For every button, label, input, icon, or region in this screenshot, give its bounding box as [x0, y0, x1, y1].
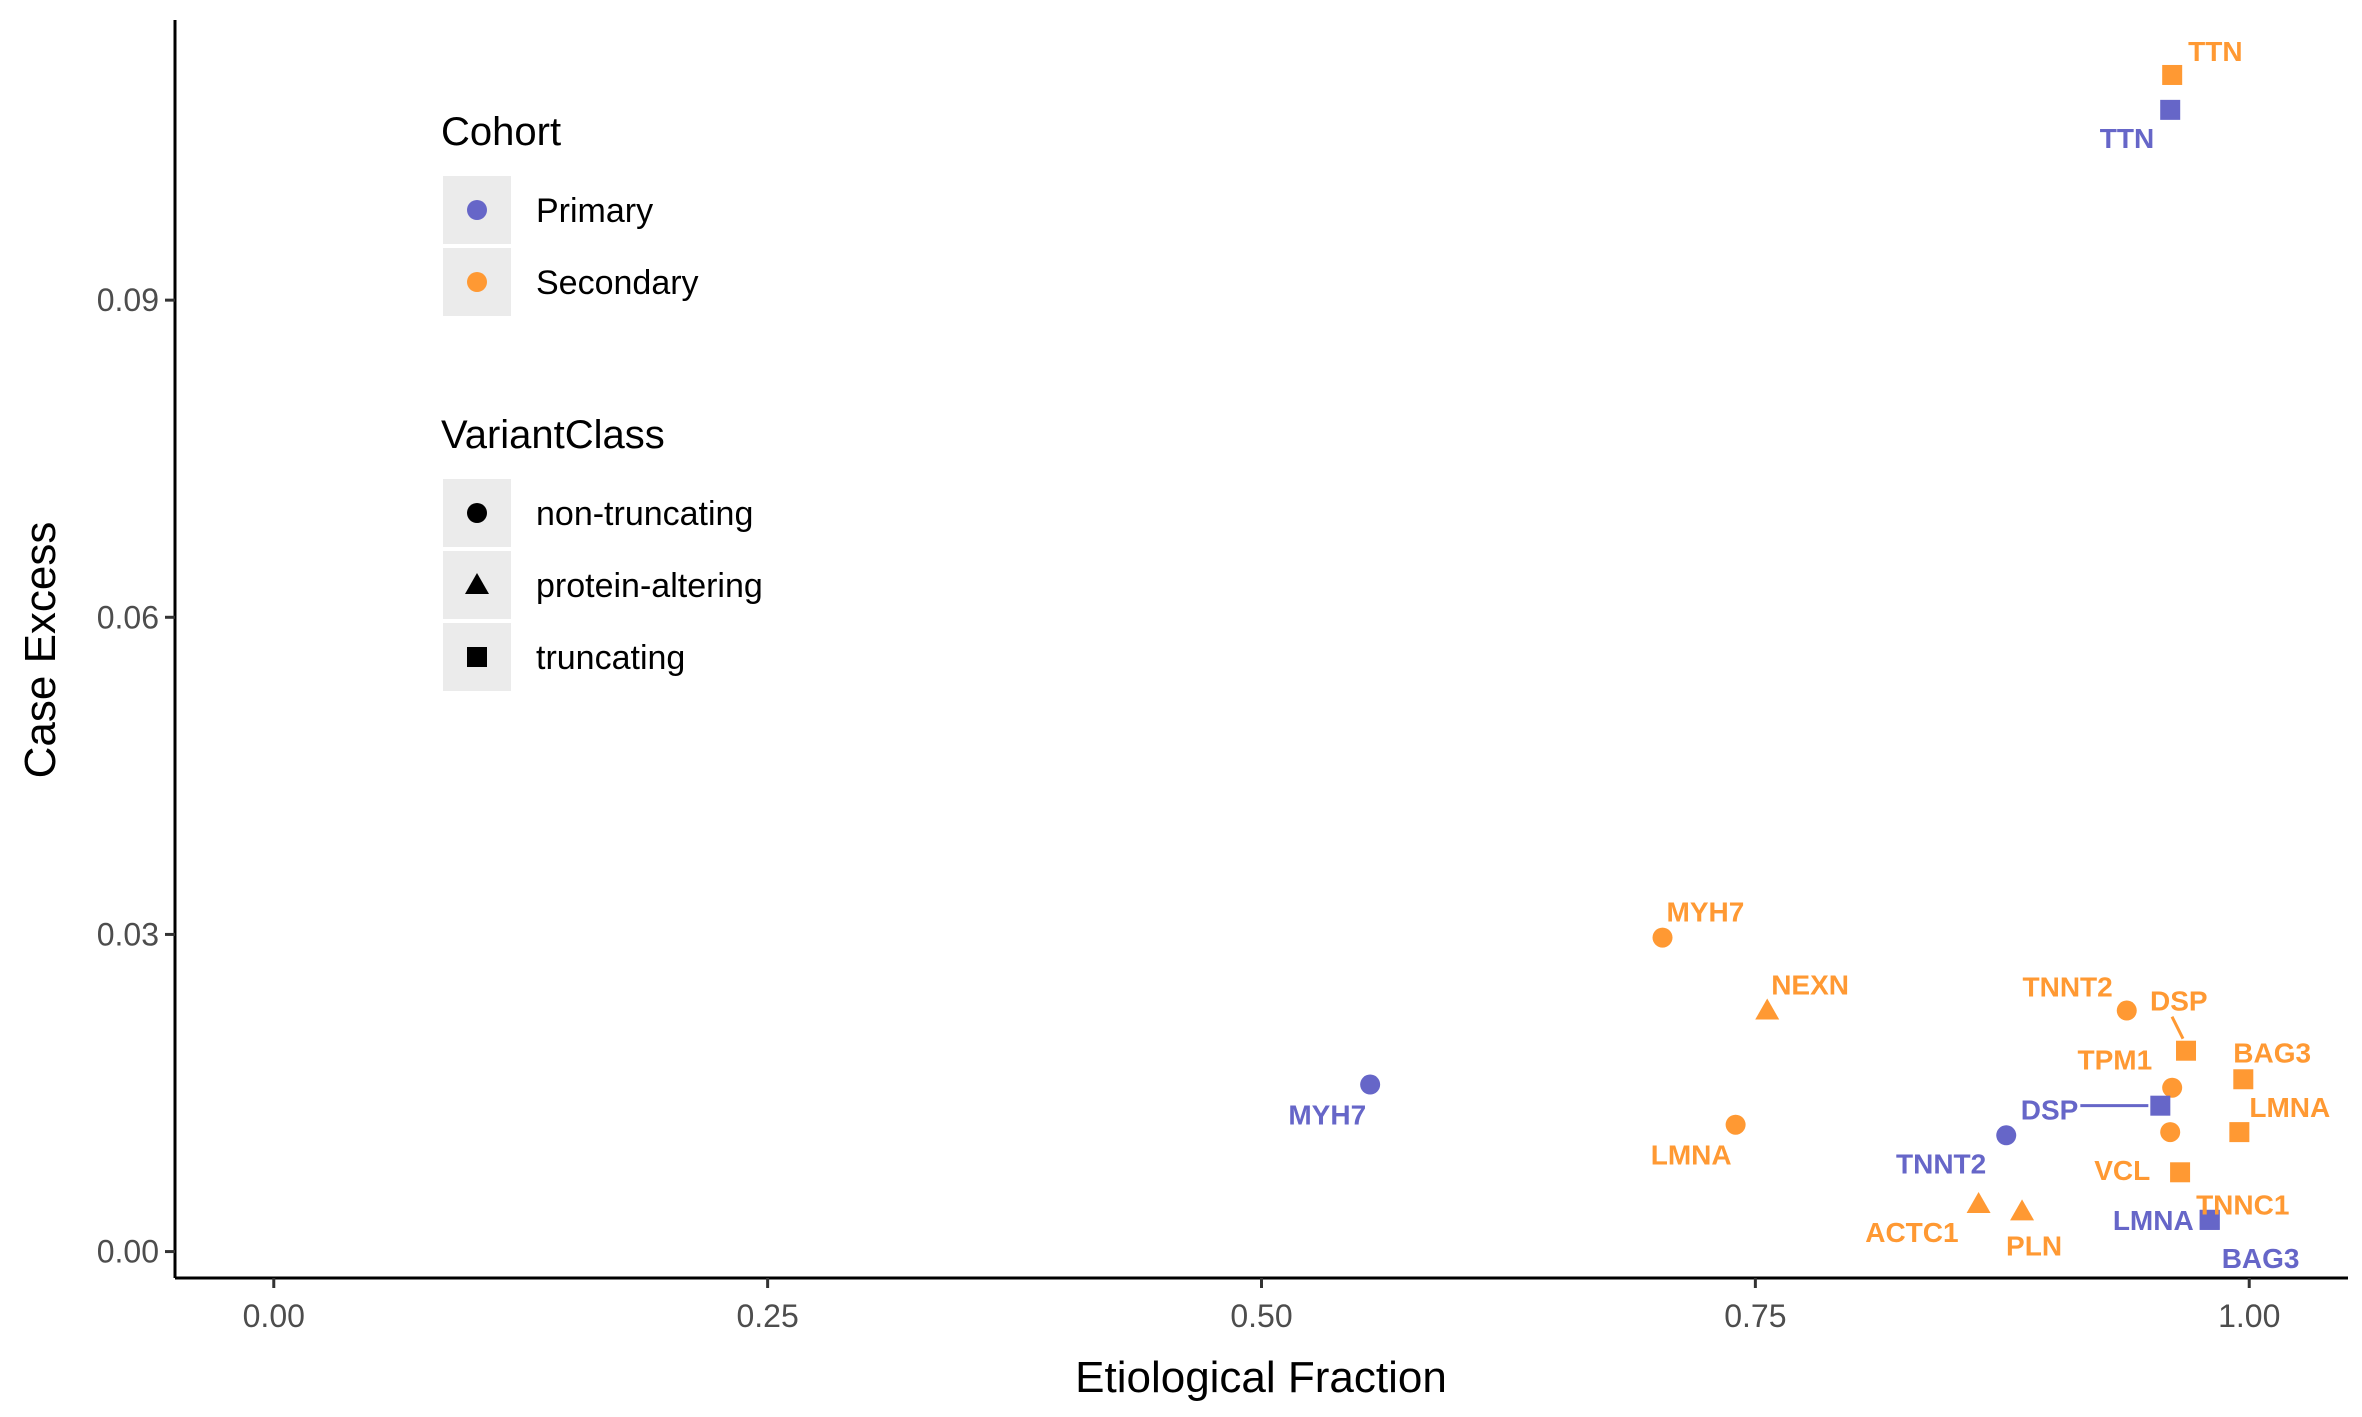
- y-tick-label: 0.09: [97, 282, 159, 318]
- point-lmna-secondary: [1725, 1114, 1746, 1135]
- point-bag3-secondary: [2233, 1069, 2254, 1090]
- point-tnnt2-primary: [1996, 1125, 2017, 1146]
- label-tnnc1-secondary: TNNC1: [2196, 1189, 2289, 1220]
- label-lmna-secondary: LMNA: [1651, 1140, 1732, 1171]
- label-dsp-secondary: DSP: [2150, 986, 2208, 1017]
- x-axis-title: Etiological Fraction: [1075, 1353, 1447, 1402]
- legend-key-secondary: [467, 272, 487, 292]
- point-tnnc1-secondary: [2170, 1162, 2191, 1183]
- point-ttn-primary: [2160, 99, 2181, 120]
- label-vcl-secondary: VCL: [2094, 1155, 2150, 1186]
- legend-label-protein-altering: protein-altering: [536, 567, 763, 605]
- label-actc1-secondary: ACTC1: [1865, 1217, 1958, 1248]
- label-myh7-secondary: MYH7: [1667, 897, 1745, 928]
- y-axis-title: Case Excess: [16, 522, 65, 779]
- leader-line-dsp-secondary: [2170, 1016, 2185, 1040]
- label-lmna-secondary: LMNA: [2249, 1092, 2330, 1123]
- point-tnnt2-secondary: [2116, 1000, 2137, 1021]
- label-pln-secondary: PLN: [2006, 1230, 2062, 1261]
- point-tpm1-secondary: [2162, 1077, 2183, 1098]
- legend-label-non-truncating: non-truncating: [536, 495, 753, 533]
- point-actc1-secondary: [1966, 1192, 1991, 1213]
- point-myh7-primary: [1360, 1074, 1381, 1095]
- legend-key-truncating: [467, 647, 487, 667]
- label-dsp-primary: DSP: [2021, 1095, 2079, 1126]
- point-ttn-secondary: [2162, 64, 2183, 85]
- label-myh7-primary: MYH7: [1288, 1100, 1366, 1131]
- label-tpm1-secondary: TPM1: [2077, 1045, 2152, 1076]
- label-bag3-primary: BAG3: [2222, 1243, 2300, 1274]
- y-tick-label: 0.06: [97, 599, 159, 635]
- legend-key-non-truncating: [467, 503, 487, 523]
- x-tick-label: 0.75: [1724, 1298, 1786, 1334]
- point-myh7-secondary: [1652, 927, 1673, 948]
- y-tick-label: 0.00: [97, 1234, 159, 1270]
- legend: Cohort Primary Secondary VariantClass no…: [441, 110, 763, 691]
- label-bag3-secondary: BAG3: [2233, 1037, 2311, 1068]
- x-tick-label: 1.00: [2218, 1298, 2280, 1334]
- points: [1360, 64, 2254, 1230]
- point-dsp-secondary: [2176, 1040, 2197, 1061]
- label-tnnt2-primary: TNNT2: [1896, 1148, 1986, 1179]
- legend-label-primary: Primary: [536, 192, 653, 230]
- legend-label-secondary: Secondary: [536, 264, 699, 302]
- legend-cohort-title: Cohort: [441, 110, 561, 154]
- legend-variantclass-title: VariantClass: [441, 413, 665, 457]
- point-pln-secondary: [2010, 1199, 2035, 1221]
- legend-label-truncating: truncating: [536, 639, 685, 677]
- point-lmna-secondary: [2229, 1122, 2250, 1143]
- point-labels: TTN TTN MYH7 NEXN MYH7 LMNA TNNT2 DSP TPM1 BAG3 LM…: [1288, 36, 2330, 1274]
- x-tick-label: 0.00: [243, 1298, 305, 1334]
- y-tick-label: 0.03: [97, 916, 159, 952]
- point-bag3-primary: [2199, 1209, 2220, 1230]
- ticks: 0.00 0.25 0.50 0.75 1.00 0.00 0.03 0.06 0.09: [97, 282, 2281, 1334]
- label-ttn-secondary: TTN: [2188, 36, 2242, 67]
- label-ttn-primary: TTN: [2100, 123, 2154, 154]
- label-nexn-secondary: NEXN: [1771, 970, 1849, 1001]
- label-tnnt2-secondary: TNNT2: [2023, 972, 2113, 1003]
- point-dsp-primary: [2150, 1095, 2171, 1116]
- x-tick-label: 0.50: [1230, 1298, 1292, 1334]
- legend-key-primary: [467, 200, 487, 220]
- point-nexn-secondary: [1755, 998, 1780, 1020]
- x-tick-label: 0.25: [736, 1298, 798, 1334]
- point-vcl-secondary: [2160, 1122, 2181, 1143]
- label-lmna-primary: LMNA: [2113, 1205, 2194, 1236]
- legend-key-protein-altering: [465, 573, 489, 594]
